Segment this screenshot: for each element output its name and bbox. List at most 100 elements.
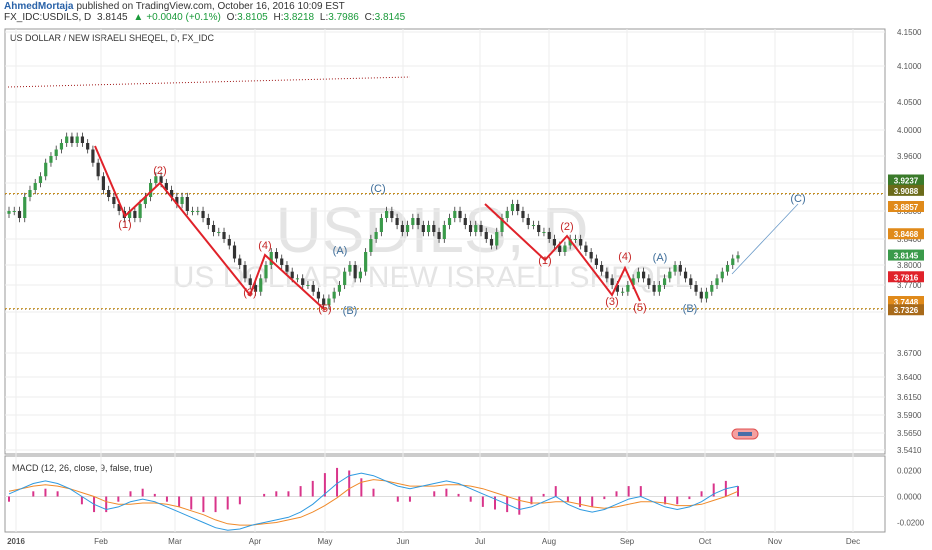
wave-label: (4) — [618, 251, 631, 263]
candle-body — [468, 225, 473, 232]
wave-label: (B) — [683, 303, 698, 315]
price-tick-label: 3.5410 — [897, 446, 922, 455]
candle-body — [112, 197, 116, 204]
candle-body — [474, 225, 478, 232]
price-tag-label: 3.8145 — [894, 252, 919, 261]
candle-body — [521, 211, 525, 218]
candle-body — [238, 258, 242, 265]
candle-body — [364, 252, 368, 272]
candle-body — [385, 211, 389, 218]
time-axis[interactable]: 2016 Feb Mar Apr May Jun Jul Aug Sep Oct Nov Dec — [7, 537, 860, 546]
candle-body — [138, 204, 142, 218]
candle-body — [558, 245, 562, 252]
author-link[interactable]: AhmedMortaja — [4, 1, 74, 12]
candle-body — [154, 176, 158, 183]
candle-body — [306, 285, 310, 286]
price-tick-label: 4.1500 — [897, 28, 922, 37]
candle-body — [610, 278, 614, 285]
low-value: 3.7986 — [328, 12, 359, 23]
candle-body — [49, 156, 53, 163]
candle-body — [232, 245, 237, 259]
wave-label: (B) — [343, 305, 358, 317]
candle-body — [206, 218, 210, 225]
candle-body — [274, 252, 279, 259]
price-tag-label: 3.9237 — [894, 177, 919, 186]
candle-body — [390, 211, 394, 218]
candle-body — [584, 245, 588, 252]
candle-body — [568, 239, 572, 246]
tradingview-logo-icon — [731, 428, 759, 440]
candle-body — [117, 204, 121, 211]
chart-area[interactable]: US DOLLAR / NEW ISRAELI SHEQEL, D, FX_ID… — [0, 24, 932, 550]
price-tag — [888, 228, 924, 240]
symbol-label: FX_IDC:USDILS, D — [4, 12, 92, 23]
candle-body — [453, 211, 457, 218]
candle-body — [353, 265, 357, 279]
low-label: L: — [319, 12, 329, 23]
candle-body — [169, 190, 174, 197]
candle-body — [731, 258, 735, 265]
price-tag-label: 3.8857 — [894, 203, 919, 212]
price-tick-label: 3.5650 — [897, 429, 922, 438]
price-pane-frame — [4, 28, 886, 455]
price-tag — [888, 174, 924, 186]
wave-label: (C) — [370, 183, 385, 195]
candle-body — [479, 225, 483, 232]
wave-label: (4) — [258, 240, 271, 252]
price-tick-label: 3.6400 — [897, 373, 922, 382]
candle-body — [736, 255, 740, 259]
time-tick-label: Oct — [699, 537, 712, 546]
macd-axis: 0.0200 0.0000 -0.0200 — [897, 467, 925, 528]
candle-body — [358, 271, 362, 279]
candle-body — [510, 204, 515, 211]
candle-body — [316, 291, 321, 299]
wave-path — [484, 203, 641, 302]
price-tick-label: 3.7700 — [897, 281, 922, 290]
candle-body — [484, 232, 488, 239]
candle-body — [626, 285, 630, 292]
price-tag — [888, 271, 924, 283]
time-tick-label: Jun — [397, 537, 410, 546]
candle-body — [720, 271, 724, 279]
projection-line — [731, 203, 799, 275]
close-value: 3.8145 — [374, 12, 406, 23]
open-value: 3.8105 — [237, 12, 268, 23]
candle-body — [704, 291, 709, 299]
candles — [7, 132, 740, 310]
time-tick-label: Apr — [249, 537, 262, 546]
candle-body — [694, 285, 698, 292]
candle-body — [600, 265, 604, 272]
candle-body — [91, 149, 95, 163]
publish-line: AhmedMortaja published on TradingView.com… — [4, 1, 348, 12]
macd-title: MACD (12, 26, close, 9, false, true) — [12, 463, 153, 473]
candle-body — [285, 265, 289, 272]
candle-body — [33, 183, 37, 190]
candle-body — [657, 285, 661, 292]
candle-body — [552, 239, 557, 246]
candle-body — [143, 197, 147, 204]
price-tick-label: 3.6700 — [897, 349, 922, 358]
candle-body — [516, 204, 520, 211]
candle-body — [337, 285, 342, 292]
watermark-symbol: USDILS, D — [276, 194, 589, 266]
price-tick-label: 4.1000 — [897, 62, 922, 71]
candle-body — [500, 218, 504, 232]
candle-body — [489, 239, 494, 246]
candle-body — [442, 225, 446, 239]
published-text: published on TradingView.com, October 16… — [76, 1, 345, 12]
candle-body — [44, 162, 48, 177]
candle-body — [280, 258, 284, 265]
time-tick-label: Sep — [620, 537, 635, 546]
macd-tick-label: 0.0000 — [897, 493, 922, 502]
signal-line — [8, 479, 739, 526]
price-axis[interactable]: 4.15004.10004.05004.00003.96003.92003.88… — [897, 28, 922, 455]
price-tick-label: 3.8000 — [897, 261, 922, 270]
candle-body — [531, 225, 536, 226]
candle-body — [290, 271, 294, 279]
candle-body — [379, 218, 383, 232]
candle-body — [196, 211, 200, 212]
candle-body — [369, 239, 373, 252]
price-tick-label: 3.6150 — [897, 393, 922, 402]
macd-tick-label: -0.0200 — [897, 519, 925, 528]
candle-body — [605, 271, 609, 279]
